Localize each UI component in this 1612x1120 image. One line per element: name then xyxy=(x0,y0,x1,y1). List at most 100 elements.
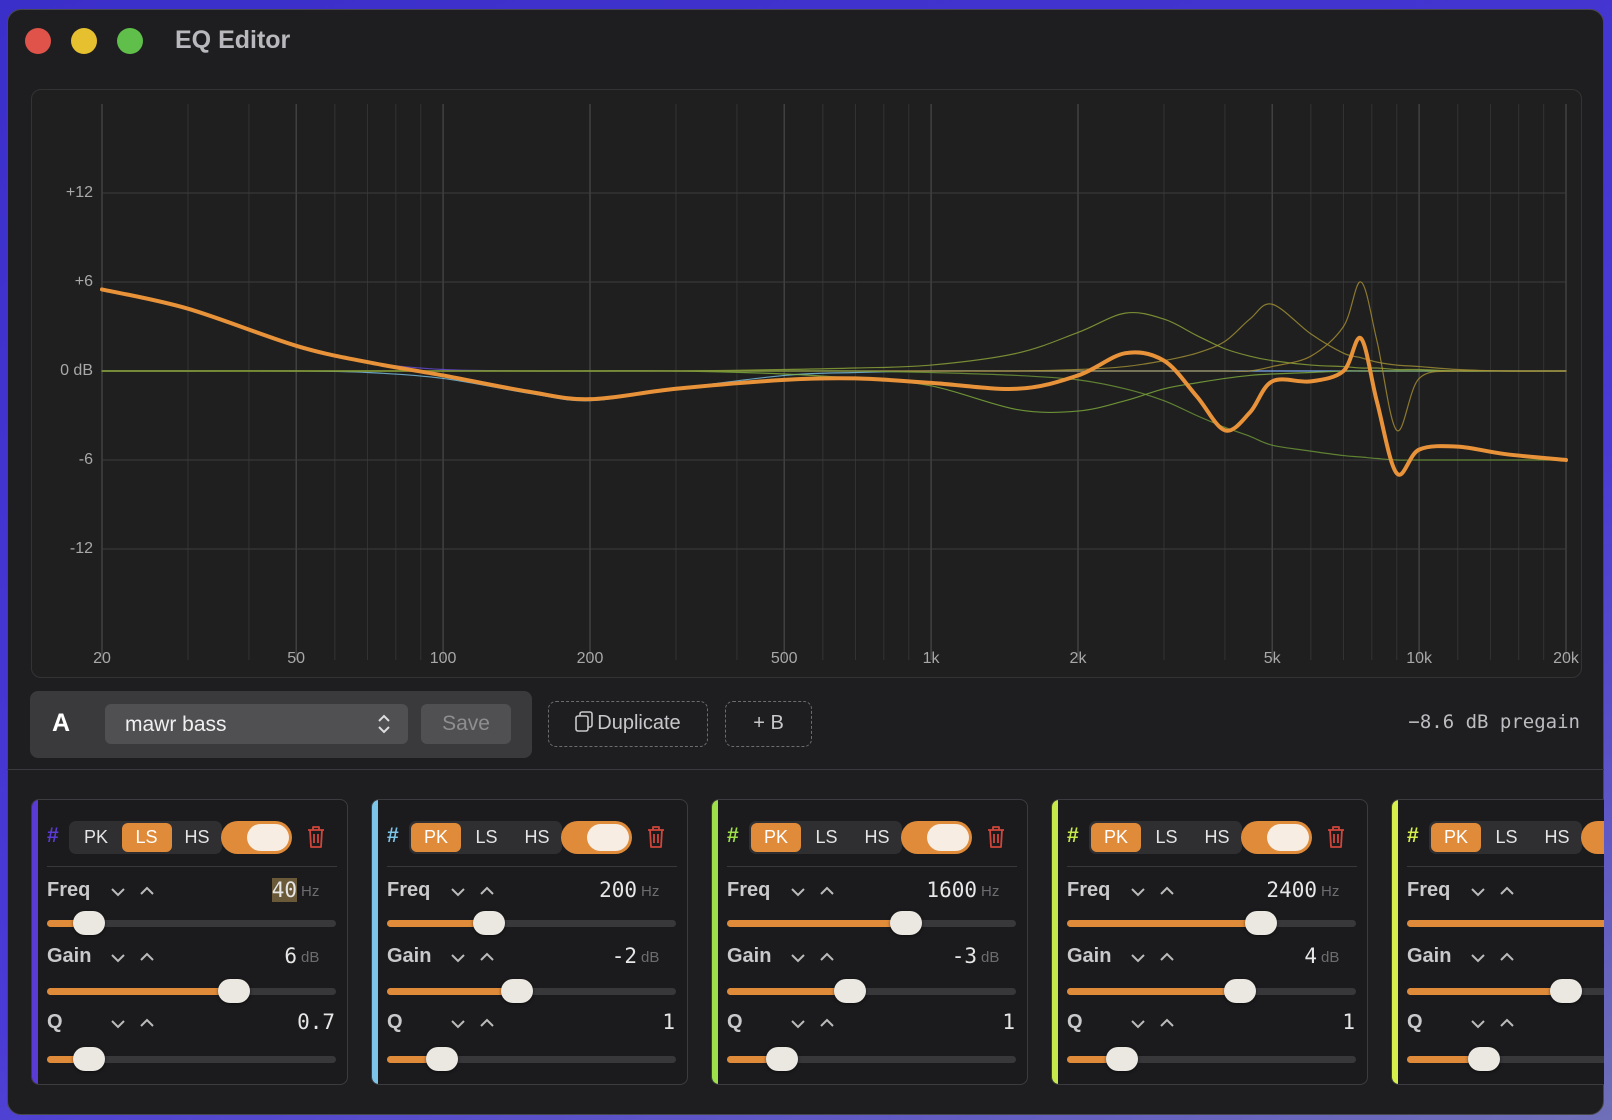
gain-value[interactable]: 4 xyxy=(1304,944,1317,968)
filter-type-option[interactable]: HS xyxy=(864,827,890,847)
delete-button[interactable] xyxy=(646,825,666,849)
decrement-button[interactable] xyxy=(451,887,465,897)
slider-thumb[interactable] xyxy=(72,911,105,935)
decrement-button[interactable] xyxy=(1471,887,1485,897)
filter-type-option[interactable]: HS xyxy=(1204,827,1230,847)
increment-button[interactable] xyxy=(1160,886,1174,896)
gain-slider[interactable] xyxy=(47,979,336,1003)
q-value[interactable]: 0.7 xyxy=(297,1010,335,1034)
filter-type-option[interactable]: LS xyxy=(1155,827,1178,847)
zoom-button[interactable] xyxy=(117,28,143,54)
decrement-button[interactable] xyxy=(791,887,805,897)
decrement-button[interactable] xyxy=(791,1019,805,1029)
decrement-button[interactable] xyxy=(111,887,125,897)
freq-value[interactable]: 40 xyxy=(271,878,297,902)
gain-slider[interactable] xyxy=(1067,979,1356,1003)
freq-slider[interactable] xyxy=(47,911,336,935)
increment-button[interactable] xyxy=(1500,1018,1514,1028)
filter-type-option[interactable]: LS xyxy=(815,827,838,847)
gain-slider[interactable] xyxy=(727,979,1016,1003)
q-value[interactable]: 1 xyxy=(1002,1010,1015,1034)
slider-thumb[interactable] xyxy=(1245,911,1278,935)
save-button[interactable]: Save xyxy=(421,704,511,744)
freq-slider[interactable] xyxy=(1407,920,1604,927)
increment-button[interactable] xyxy=(1500,886,1514,896)
increment-button[interactable] xyxy=(820,886,834,896)
filter-type-option[interactable]: LS xyxy=(121,823,172,852)
delete-button[interactable] xyxy=(986,825,1006,849)
duplicate-button[interactable]: Duplicate xyxy=(548,701,708,747)
increment-button[interactable] xyxy=(1160,952,1174,962)
decrement-button[interactable] xyxy=(111,953,125,963)
filter-type[interactable]: PK LS HS xyxy=(1429,821,1582,854)
decrement-button[interactable] xyxy=(451,953,465,963)
increment-button[interactable] xyxy=(820,1018,834,1028)
filter-type[interactable]: PK LS HS xyxy=(1089,821,1242,854)
filter-type-option[interactable]: LS xyxy=(475,827,498,847)
delete-button[interactable] xyxy=(306,825,326,849)
delete-button[interactable] xyxy=(1326,825,1346,849)
filter-type-option[interactable]: PK xyxy=(83,827,108,847)
decrement-button[interactable] xyxy=(1131,953,1145,963)
freq-value[interactable]: 2400 xyxy=(1266,878,1317,902)
add-b-button[interactable]: + B xyxy=(725,701,812,747)
gain-value[interactable]: -2 xyxy=(611,944,637,968)
increment-button[interactable] xyxy=(140,886,154,896)
increment-button[interactable] xyxy=(480,886,494,896)
decrement-button[interactable] xyxy=(1131,1019,1145,1029)
filter-type[interactable]: PK LS HS xyxy=(69,821,222,854)
slider-thumb[interactable] xyxy=(1467,1047,1500,1071)
decrement-button[interactable] xyxy=(451,1019,465,1029)
enable-toggle[interactable] xyxy=(1581,821,1604,854)
enable-toggle[interactable] xyxy=(901,821,972,854)
q-slider[interactable] xyxy=(727,1047,1016,1071)
slider-thumb[interactable] xyxy=(1224,979,1257,1003)
decrement-button[interactable] xyxy=(1471,1019,1485,1029)
slider-thumb[interactable] xyxy=(890,911,923,935)
slider-thumb[interactable] xyxy=(73,1047,106,1071)
q-value[interactable]: 1 xyxy=(662,1010,675,1034)
increment-button[interactable] xyxy=(480,952,494,962)
filter-type-option[interactable]: HS xyxy=(184,827,210,847)
filter-type-option[interactable]: LS xyxy=(1495,827,1518,847)
decrement-button[interactable] xyxy=(111,1019,125,1029)
gain-value[interactable]: 6 xyxy=(284,944,297,968)
preset-dropdown[interactable]: mawr bass xyxy=(105,704,408,744)
filter-type-option[interactable]: PK xyxy=(1091,823,1141,852)
close-button[interactable] xyxy=(25,28,51,54)
filter-type[interactable]: PK LS HS xyxy=(749,821,902,854)
slider-thumb[interactable] xyxy=(426,1047,459,1071)
increment-button[interactable] xyxy=(140,952,154,962)
minimize-button[interactable] xyxy=(71,28,97,54)
q-slider[interactable] xyxy=(47,1047,336,1071)
filter-type-option[interactable]: HS xyxy=(524,827,550,847)
freq-slider[interactable] xyxy=(727,911,1016,935)
slider-thumb[interactable] xyxy=(218,979,251,1003)
filter-type-option[interactable]: PK xyxy=(1431,823,1481,852)
gain-slider[interactable] xyxy=(1407,979,1604,1003)
filter-type-option[interactable]: PK xyxy=(751,823,801,852)
slider-thumb[interactable] xyxy=(1106,1047,1139,1071)
enable-toggle[interactable] xyxy=(1241,821,1312,854)
enable-toggle[interactable] xyxy=(221,821,292,854)
gain-value[interactable]: -3 xyxy=(951,944,977,968)
increment-button[interactable] xyxy=(1160,1018,1174,1028)
freq-value[interactable]: 200 xyxy=(599,878,637,902)
filter-type[interactable]: PK LS HS xyxy=(409,821,562,854)
slider-thumb[interactable] xyxy=(501,979,534,1003)
slider-thumb[interactable] xyxy=(766,1047,799,1071)
gain-slider[interactable] xyxy=(387,979,676,1003)
freq-slider[interactable] xyxy=(387,911,676,935)
filter-type-option[interactable]: HS xyxy=(1544,827,1570,847)
freq-value[interactable]: 1600 xyxy=(926,878,977,902)
slider-thumb[interactable] xyxy=(472,911,505,935)
q-slider[interactable] xyxy=(1067,1047,1356,1071)
decrement-button[interactable] xyxy=(791,953,805,963)
q-slider[interactable] xyxy=(387,1047,676,1071)
freq-slider[interactable] xyxy=(1067,911,1356,935)
q-slider[interactable] xyxy=(1407,1047,1604,1071)
increment-button[interactable] xyxy=(480,1018,494,1028)
enable-toggle[interactable] xyxy=(561,821,632,854)
filter-type-option[interactable]: PK xyxy=(411,823,461,852)
increment-button[interactable] xyxy=(1500,952,1514,962)
